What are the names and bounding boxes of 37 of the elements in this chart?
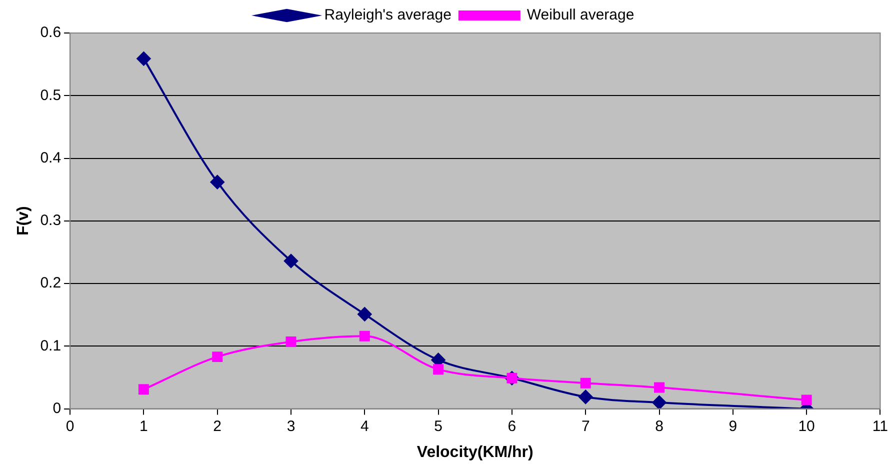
point (286, 336, 296, 348)
y-tick-label: 0.2 (40, 274, 62, 292)
point (136, 52, 151, 66)
point (210, 175, 224, 190)
x-tick-label: 7 (581, 418, 590, 435)
x-tick-label: 3 (286, 418, 296, 435)
point (580, 378, 591, 388)
legend-label: Rayleigh's average (324, 6, 452, 24)
x-tick-label: 1 (140, 418, 148, 435)
x-tick-label: 0 (66, 418, 74, 435)
x-tick-label: 5 (434, 418, 442, 435)
point (284, 254, 298, 268)
x-axis-title: Velocity(KM/hr) (416, 444, 534, 461)
y-tick-label: 0.1 (40, 337, 62, 354)
point (138, 384, 149, 395)
point (358, 307, 372, 322)
y-tick-label: 0.3 (40, 212, 62, 230)
point (801, 394, 812, 406)
legend-label: Weibull average (526, 6, 634, 24)
x-tick-label: 2 (213, 418, 222, 435)
y-axis-title: F(v) (15, 206, 32, 236)
y-tick-label: 0.5 (40, 86, 62, 104)
point (212, 352, 223, 362)
x-tick-label: 6 (508, 418, 516, 435)
point (359, 330, 370, 342)
point (652, 396, 666, 409)
y-tick-label: 0 (52, 400, 62, 417)
y-tick-label: 0.4 (40, 149, 62, 166)
y-tick-label: 0.6 (40, 24, 62, 42)
x-tick-label: 4 (360, 418, 369, 435)
point (578, 390, 593, 404)
x-tick-label: 10 (798, 418, 815, 435)
point (654, 382, 665, 393)
x-tick-label: 11 (872, 418, 888, 435)
x-tick-label: 8 (655, 418, 664, 435)
x-tick-label: 9 (728, 418, 738, 435)
point (433, 364, 444, 375)
